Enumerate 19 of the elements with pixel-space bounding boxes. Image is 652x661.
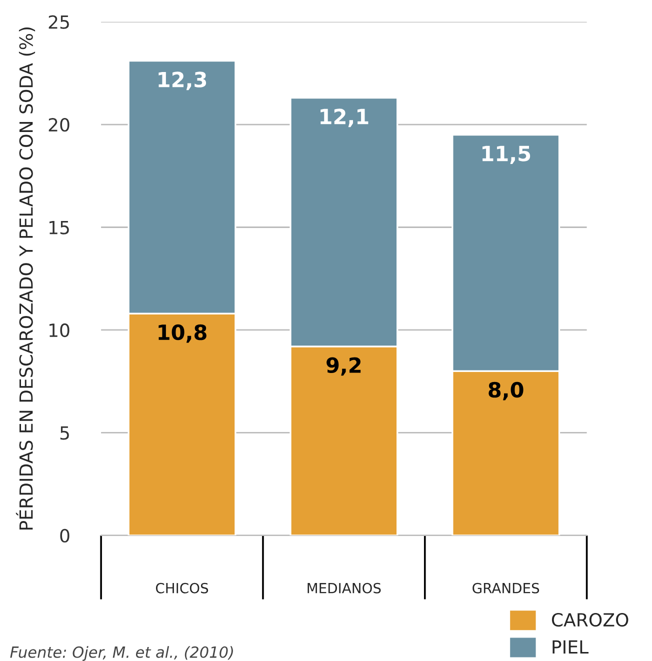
y-axis-title: PÉRDIDAS EN DESCAROZADO Y PELADO CON SODA (%) [16,28,36,530]
y-tick-label: 0 [60,528,70,543]
data-label: 12,1 [320,108,368,128]
x-tick-label: GRANDES [472,582,540,594]
y-tick-label: 15 [50,220,69,234]
x-tick-label: MEDIANOS [308,582,381,594]
data-label: 11,5 [482,146,530,164]
y-tick-label: 20 [48,118,70,132]
data-label: 8,0 [488,382,524,400]
data-label: 9,2 [326,357,361,376]
y-tick-label: 10 [50,323,70,338]
legend-label: PIEL [552,640,589,654]
data-label: 12,3 [158,72,206,90]
x-tick-label: CHICOS [156,582,208,594]
data-label: 10,8 [158,324,206,343]
legend-label: CAROZO [552,612,628,627]
y-tick-label: 5 [60,426,69,440]
source-note: Fuente: Ojer, M. et al., (2010) [10,646,233,661]
y-tick-label: 25 [48,15,69,29]
